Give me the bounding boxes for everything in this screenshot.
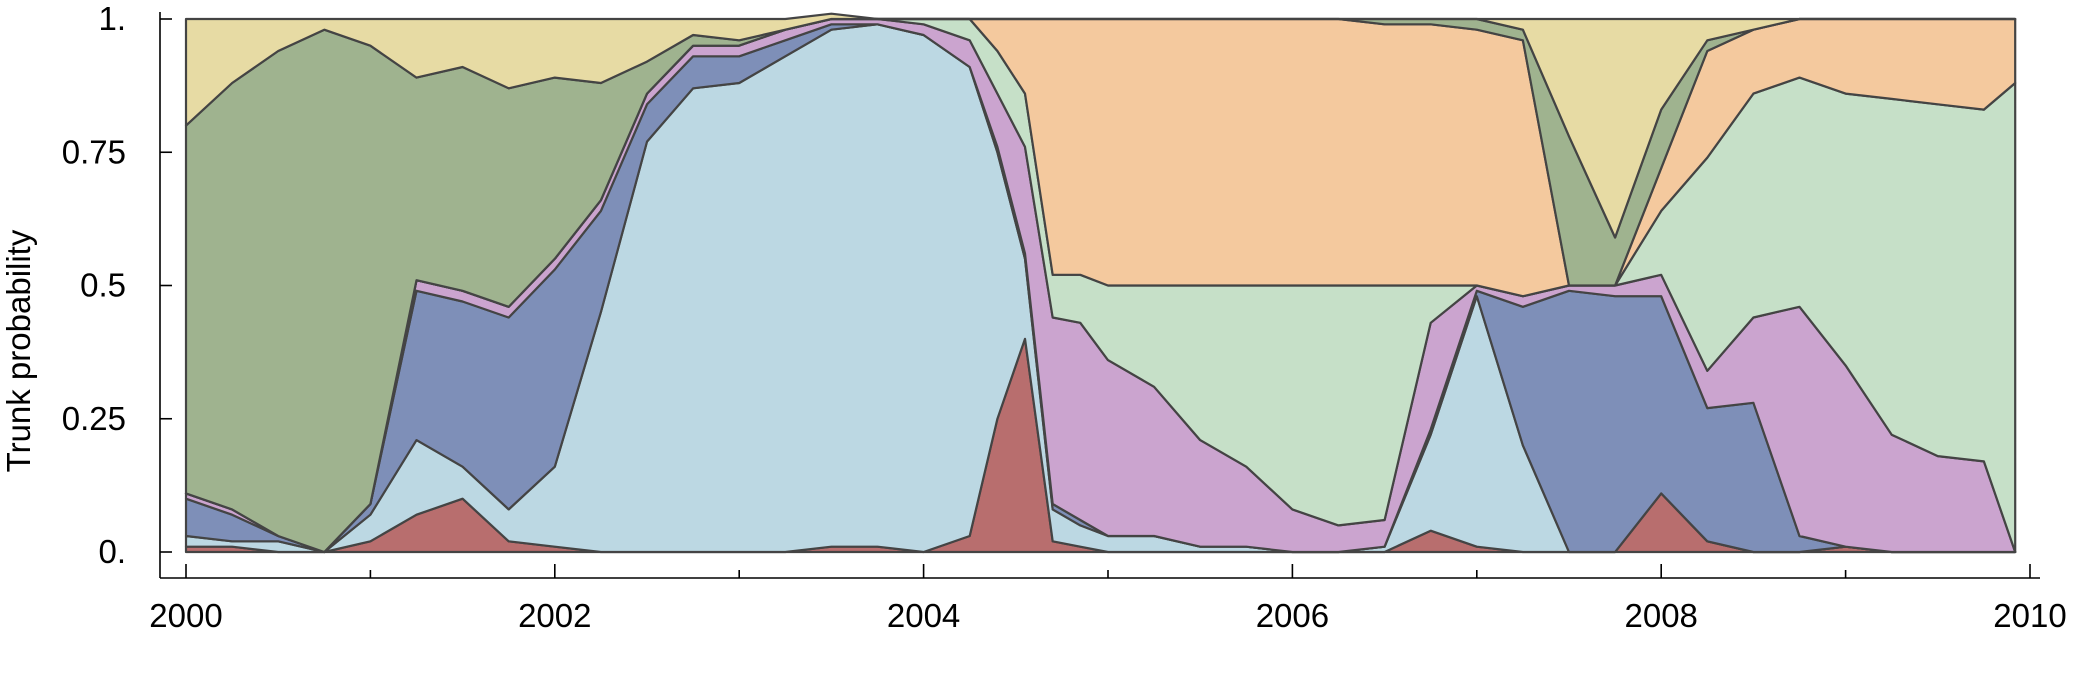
axes: 0. 0.25 0.5 0.75 1. 2000 2002 2004 2006 2008 2010: [62, 0, 2067, 634]
stream-band-8: [184, 12, 2017, 239]
x-tick-label: 2008: [1624, 597, 1697, 634]
x-tick-label: 2000: [149, 597, 222, 634]
y-tick-label: 1.: [98, 0, 126, 37]
x-tick-label: 2006: [1256, 597, 1329, 634]
y-tick-label: 0.75: [62, 133, 126, 170]
y-tick-label: 0.25: [62, 400, 126, 437]
y-tick-label: 0.: [98, 533, 126, 570]
y-tick-label: 0.5: [80, 267, 126, 304]
x-tick-label: 2010: [1993, 597, 2066, 634]
x-tick-label: 2002: [518, 597, 591, 634]
y-axis-title: Trunk probability: [0, 229, 37, 472]
x-tick-label: 2004: [887, 597, 960, 634]
plot-area: [184, 12, 2017, 554]
